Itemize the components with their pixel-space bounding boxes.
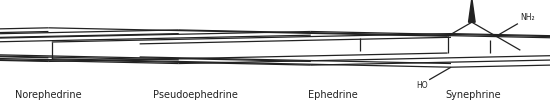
Text: HO: HO (416, 81, 427, 90)
Text: NH₂: NH₂ (521, 13, 535, 22)
Text: Pseudoephedrine: Pseudoephedrine (153, 90, 238, 100)
Polygon shape (469, 0, 475, 22)
Text: Ephedrine: Ephedrine (308, 90, 358, 100)
Text: Synephrine: Synephrine (445, 90, 501, 100)
Text: Norephedrine: Norephedrine (15, 90, 82, 100)
